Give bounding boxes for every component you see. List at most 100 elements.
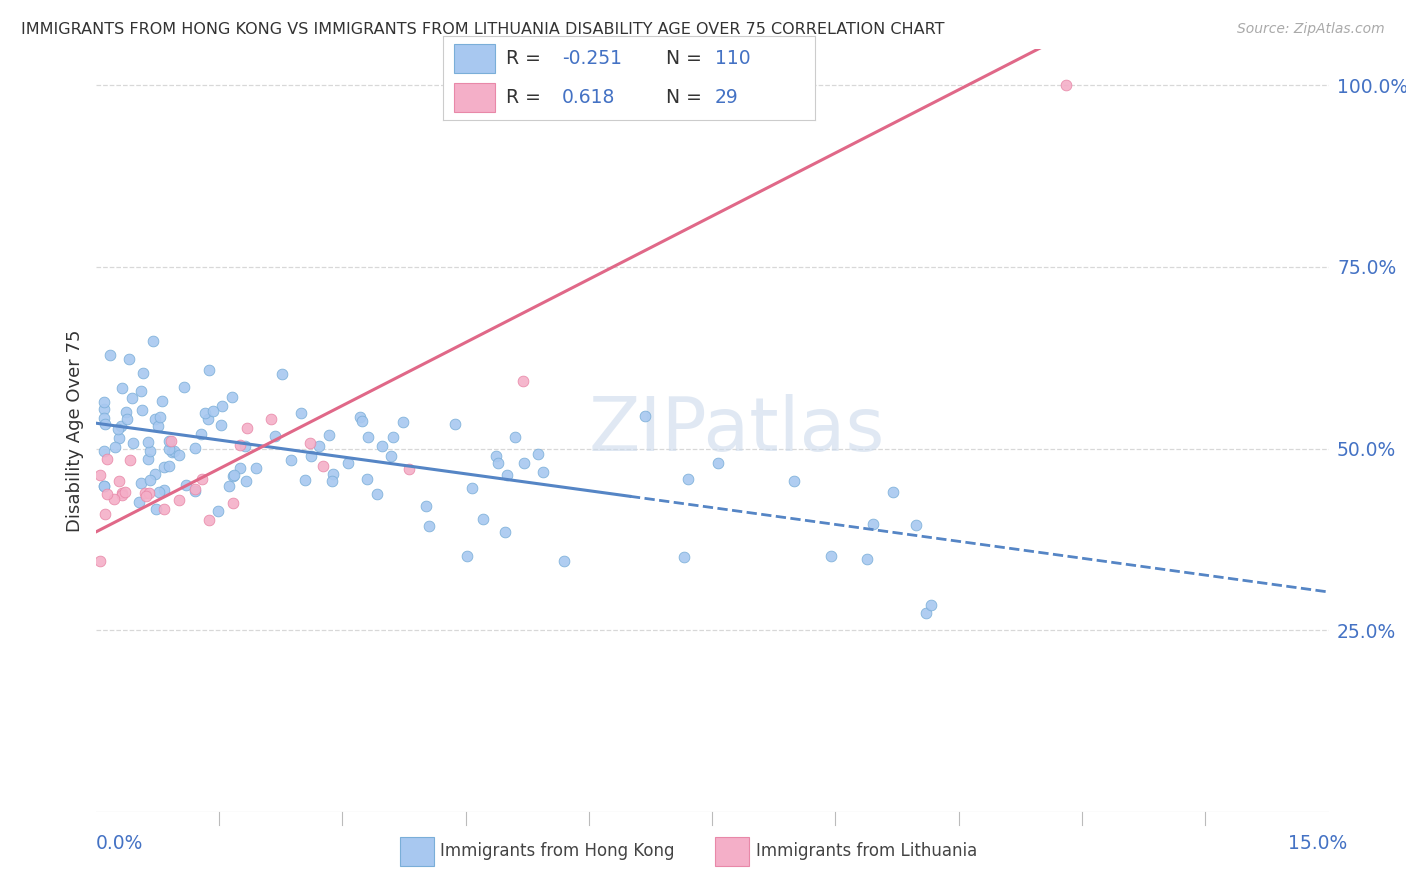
Point [153, 460, 176, 475]
Point [118, 453, 141, 467]
Point [143, 467, 166, 482]
Point [672, 550, 695, 565]
Point [129, 475, 152, 490]
Point [495, 467, 517, 482]
Text: R =: R = [506, 88, 541, 107]
Point [111, 381, 134, 395]
Point [294, 473, 316, 487]
Text: 110: 110 [714, 49, 751, 68]
Point [855, 551, 877, 566]
Point [1054, 78, 1077, 93]
Text: 29: 29 [714, 88, 738, 107]
Point [350, 414, 373, 428]
Point [418, 519, 440, 533]
Point [444, 417, 467, 431]
Point [136, 451, 159, 466]
Point [157, 434, 180, 448]
Point [207, 504, 229, 518]
Point [169, 449, 191, 463]
Point [512, 456, 534, 470]
Point [381, 430, 404, 444]
Bar [454, 44, 495, 73]
Point [160, 445, 183, 459]
Point [236, 421, 259, 435]
Point [163, 444, 186, 458]
Point [183, 484, 205, 499]
Point [143, 412, 166, 426]
Point [190, 427, 212, 442]
Text: 0.618: 0.618 [562, 88, 616, 107]
Text: 15.0%: 15.0% [1288, 834, 1347, 853]
Point [93, 479, 115, 493]
Point [183, 482, 205, 496]
Text: N =: N = [666, 88, 703, 107]
Point [209, 418, 232, 433]
Point [633, 409, 655, 423]
Point [121, 391, 143, 405]
Point [198, 363, 221, 377]
Point [174, 478, 197, 492]
Point [129, 384, 152, 398]
Point [89, 468, 111, 483]
Point [531, 466, 554, 480]
Point [415, 499, 437, 513]
Point [222, 496, 245, 510]
Point [461, 481, 484, 495]
Point [882, 484, 904, 499]
Point [141, 334, 163, 348]
Point [173, 380, 195, 394]
Point [149, 410, 172, 425]
Point [94, 508, 117, 522]
Point [221, 390, 243, 404]
Point [486, 456, 509, 470]
Point [194, 406, 217, 420]
Point [153, 483, 176, 497]
Text: N =: N = [666, 49, 703, 68]
Point [115, 405, 138, 419]
Point [108, 475, 131, 489]
Point [93, 444, 115, 458]
Point [553, 554, 575, 568]
Bar [454, 83, 495, 112]
Point [862, 516, 884, 531]
Point [357, 430, 380, 444]
Point [526, 447, 548, 461]
Point [104, 440, 127, 454]
Point [783, 475, 806, 489]
Point [93, 394, 115, 409]
Point [321, 475, 343, 489]
Point [107, 422, 129, 436]
Point [260, 412, 283, 426]
Point [93, 402, 115, 417]
Point [299, 450, 322, 464]
Point [349, 410, 371, 425]
Point [245, 461, 267, 475]
Point [89, 553, 111, 567]
Bar [399, 837, 434, 866]
Point [233, 439, 256, 453]
Point [135, 489, 157, 503]
Point [118, 352, 141, 367]
Point [264, 429, 287, 443]
Point [229, 460, 252, 475]
Point [96, 452, 118, 467]
Point [111, 488, 134, 502]
Point [110, 418, 132, 433]
Point [337, 456, 360, 470]
Point [322, 467, 344, 481]
Point [157, 458, 180, 473]
Point [503, 430, 526, 444]
Point [108, 431, 131, 445]
Point [139, 444, 162, 458]
Point [121, 435, 143, 450]
Point [398, 461, 420, 475]
Point [270, 368, 292, 382]
Point [145, 502, 167, 516]
Point [157, 442, 180, 456]
Point [202, 404, 225, 418]
Point [218, 479, 240, 493]
Point [146, 419, 169, 434]
Point [114, 485, 136, 500]
Point [197, 412, 219, 426]
Text: R =: R = [506, 49, 541, 68]
